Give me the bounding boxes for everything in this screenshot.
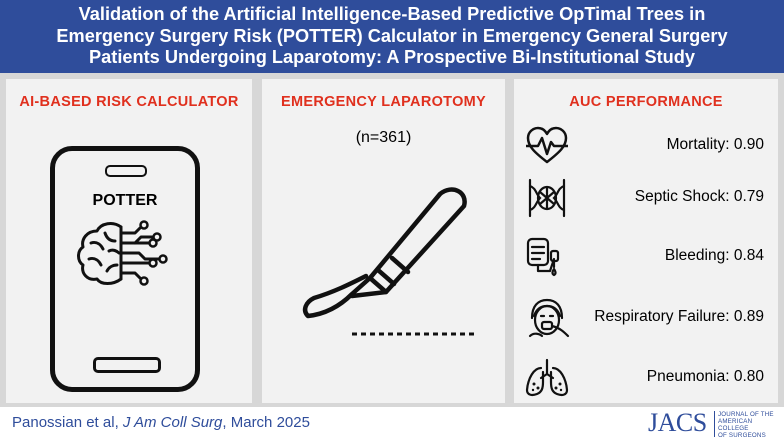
jacs-logo-line-2: AMERICAN COLLEGE [718, 418, 753, 432]
metric-bleeding: Bleeding: 0.84 [664, 247, 764, 264]
lungs-icon [525, 358, 569, 397]
title-banner: Validation of the Artificial Intelligenc… [0, 0, 784, 73]
title-line-1: Validation of the Artificial Intelligenc… [78, 4, 706, 25]
blood-bag-icon [526, 237, 560, 277]
citation-date: , March 2025 [222, 414, 310, 431]
metric-mortality: Mortality: 0.90 [666, 136, 764, 153]
potter-label: POTTER [92, 192, 158, 209]
title-line-2: Emergency Surgery Risk (POTTER) Calculat… [56, 25, 728, 46]
heart-pulse-icon [526, 126, 568, 164]
laparotomy-panel: EMERGENCY LAPAROTOMY (n=361) [262, 79, 505, 403]
citation-journal: J Am Coll Surg [122, 414, 223, 431]
phone-home-button [93, 357, 161, 373]
metric-row-mortality: Mortality: 0.90 [514, 126, 778, 166]
auc-performance-title: AUC PERFORMANCE [569, 94, 723, 110]
jacs-logo: JACS JOURNAL OF THE AMERICAN COLLEGE OF … [648, 405, 778, 441]
metric-row-bleeding: Bleeding: 0.84 [514, 237, 778, 277]
risk-calculator-title: AI-BASED RISK CALCULATOR [19, 94, 239, 110]
scalpel-icon [302, 187, 474, 336]
jacs-logo-line-3: OF SURGEONS [718, 432, 766, 439]
metric-pneumonia: Pneumonia: 0.80 [646, 368, 764, 385]
jacs-logo-abbr: JACS [648, 408, 707, 437]
phone-speaker [105, 165, 147, 177]
risk-calculator-panel: AI-BASED RISK CALCULATOR POTTER [6, 79, 252, 403]
jacs-logo-divider [714, 411, 715, 437]
ai-brain-icon [77, 220, 168, 286]
jacs-logo-full-name: JOURNAL OF THE AMERICAN COLLEGE OF SURGE… [718, 411, 778, 439]
metric-row-pneumonia: Pneumonia: 0.80 [514, 358, 778, 398]
title-line-3: Patients Undergoing Laparotomy: A Prospe… [89, 47, 695, 68]
metric-row-septic-shock: Septic Shock: 0.79 [514, 178, 778, 218]
metric-respiratory-failure: Respiratory Failure: 0.89 [594, 308, 764, 325]
auc-performance-panel: AUC PERFORMANCE Mortality: 0.90 Septic S… [514, 79, 778, 403]
metric-septic-shock: Septic Shock: 0.79 [634, 188, 764, 205]
sample-size-label: (n=361) [355, 129, 412, 146]
jacs-logo-line-1: JOURNAL OF THE [718, 411, 774, 418]
laparotomy-title: EMERGENCY LAPAROTOMY [281, 94, 486, 110]
content-area: AI-BASED RISK CALCULATOR POTTER [0, 73, 784, 407]
metric-row-respiratory-failure: Respiratory Failure: 0.89 [514, 298, 778, 338]
smartphone-icon: POTTER [50, 146, 200, 392]
septic-shock-icon [528, 178, 566, 218]
citation: Panossian et al, J Am Coll Surg, March 2… [12, 414, 310, 431]
ventilator-patient-icon [528, 298, 570, 338]
citation-authors: Panossian et al, [12, 414, 123, 431]
